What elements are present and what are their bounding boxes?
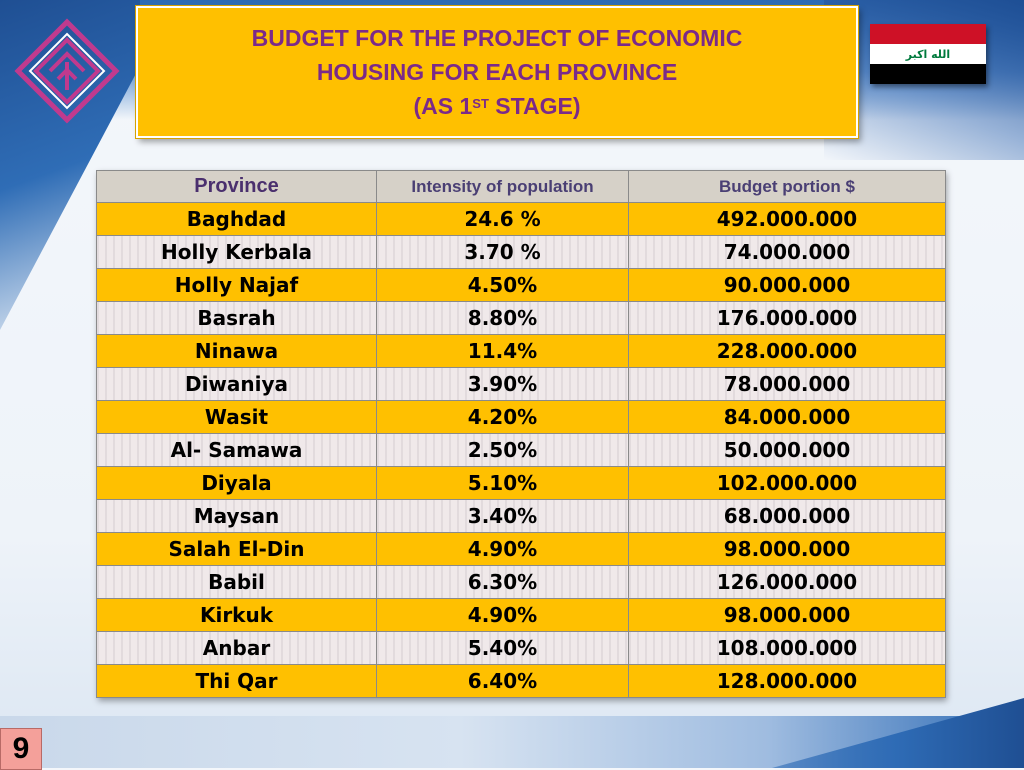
budget-table-container: Province Intensity of population Budget …	[96, 170, 946, 698]
cell-budget: 74.000.000	[628, 235, 946, 269]
cell-budget: 98.000.000	[628, 598, 946, 632]
cell-province: Basrah	[96, 301, 377, 335]
cell-province: Salah El-Din	[96, 532, 377, 566]
table-header-row: Province Intensity of population Budget …	[96, 170, 946, 203]
cell-budget: 108.000.000	[628, 631, 946, 665]
cell-province: Baghdad	[96, 202, 377, 236]
cell-budget: 228.000.000	[628, 334, 946, 368]
header-intensity: Intensity of population	[376, 170, 629, 203]
cell-intensity: 6.40%	[376, 664, 629, 698]
cell-intensity: 3.90%	[376, 367, 629, 401]
cell-province: Holly Kerbala	[96, 235, 377, 269]
cell-budget: 50.000.000	[628, 433, 946, 467]
table-row: Thi Qar 6.40% 128.000.000	[96, 664, 946, 698]
cell-intensity: 5.10%	[376, 466, 629, 500]
flag-white-stripe: الله اكبر	[870, 44, 986, 64]
table-row: Maysan 3.40% 68.000.000	[96, 499, 946, 533]
title-box: BUDGET FOR THE PROJECT OF ECONOMIC HOUSI…	[136, 6, 858, 138]
flag-script: الله اكبر	[905, 47, 951, 61]
cell-budget: 84.000.000	[628, 400, 946, 434]
cell-budget: 128.000.000	[628, 664, 946, 698]
slide-title: BUDGET FOR THE PROJECT OF ECONOMIC HOUSI…	[252, 21, 743, 123]
table-row: Ninawa 11.4% 228.000.000	[96, 334, 946, 368]
cell-intensity: 4.90%	[376, 532, 629, 566]
cell-budget: 68.000.000	[628, 499, 946, 533]
title-line-3: (AS 1ST STAGE)	[413, 93, 581, 119]
cell-budget: 102.000.000	[628, 466, 946, 500]
cell-intensity: 6.30%	[376, 565, 629, 599]
cell-intensity: 4.20%	[376, 400, 629, 434]
table-row: Anbar 5.40% 108.000.000	[96, 631, 946, 665]
table-row: Diyala 5.10% 102.000.000	[96, 466, 946, 500]
cell-budget: 78.000.000	[628, 367, 946, 401]
cell-province: Anbar	[96, 631, 377, 665]
cell-budget: 98.000.000	[628, 532, 946, 566]
cell-budget: 90.000.000	[628, 268, 946, 302]
cell-province: Babil	[96, 565, 377, 599]
flag-black-stripe	[870, 64, 986, 84]
cell-province: Holly Najaf	[96, 268, 377, 302]
cell-province: Diyala	[96, 466, 377, 500]
cell-budget: 126.000.000	[628, 565, 946, 599]
header-budget: Budget portion $	[628, 170, 946, 203]
table-row: Wasit 4.20% 84.000.000	[96, 400, 946, 434]
cell-intensity: 24.6 %	[376, 202, 629, 236]
cell-intensity: 2.50%	[376, 433, 629, 467]
cell-intensity: 11.4%	[376, 334, 629, 368]
cell-province: Wasit	[96, 400, 377, 434]
budget-table: Province Intensity of population Budget …	[96, 170, 946, 698]
page-number: 9	[0, 728, 42, 770]
cell-intensity: 4.50%	[376, 268, 629, 302]
cell-intensity: 8.80%	[376, 301, 629, 335]
table-row: Salah El-Din 4.90% 98.000.000	[96, 532, 946, 566]
cell-province: Thi Qar	[96, 664, 377, 698]
cell-intensity: 4.90%	[376, 598, 629, 632]
cell-intensity: 3.70 %	[376, 235, 629, 269]
table-row: Basrah 8.80% 176.000.000	[96, 301, 946, 335]
table-row: Kirkuk 4.90% 98.000.000	[96, 598, 946, 632]
cell-intensity: 3.40%	[376, 499, 629, 533]
cell-province: Diwaniya	[96, 367, 377, 401]
cell-province: Al- Samawa	[96, 433, 377, 467]
iraq-flag-icon: الله اكبر	[870, 24, 986, 84]
cell-budget: 492.000.000	[628, 202, 946, 236]
title-line-1: BUDGET FOR THE PROJECT OF ECONOMIC	[251, 25, 743, 51]
header-province: Province	[96, 170, 377, 203]
title-line-2: HOUSING FOR EACH PROVINCE	[316, 59, 678, 85]
table-row: Diwaniya 3.90% 78.000.000	[96, 367, 946, 401]
cell-province: Kirkuk	[96, 598, 377, 632]
table-row: Holly Najaf 4.50% 90.000.000	[96, 268, 946, 302]
table-row: Babil 6.30% 126.000.000	[96, 565, 946, 599]
table-row: Al- Samawa 2.50% 50.000.000	[96, 433, 946, 467]
ministry-logo-icon	[14, 18, 120, 124]
cell-province: Maysan	[96, 499, 377, 533]
cell-budget: 176.000.000	[628, 301, 946, 335]
cell-province: Ninawa	[96, 334, 377, 368]
cell-intensity: 5.40%	[376, 631, 629, 665]
table-row: Holly Kerbala 3.70 % 74.000.000	[96, 235, 946, 269]
table-row: Baghdad 24.6 % 492.000.000	[96, 202, 946, 236]
flag-red-stripe	[870, 24, 986, 44]
